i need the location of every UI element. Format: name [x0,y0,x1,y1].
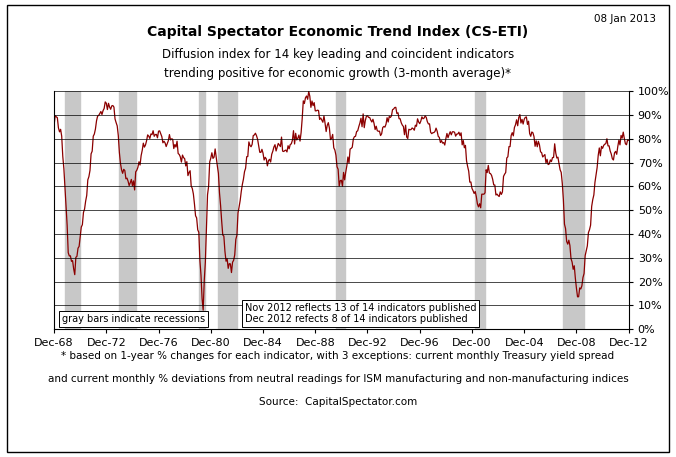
Text: trending positive for economic growth (3-month average)*: trending positive for economic growth (3… [164,67,512,80]
Text: 08 Jan 2013: 08 Jan 2013 [594,14,656,24]
Text: Capital Spectator Economic Trend Index (CS-ETI): Capital Spectator Economic Trend Index (… [147,25,529,39]
Bar [336,91,345,329]
Bar [475,91,485,329]
Bar [563,91,584,329]
Text: and current monthly % deviations from neutral readings for ISM manufacturing and: and current monthly % deviations from ne… [47,374,629,384]
Bar [65,91,80,329]
Bar [120,91,136,329]
Text: * based on 1-year % changes for each indicator, with 3 exceptions: current month: * based on 1-year % changes for each ind… [62,351,614,361]
Text: Nov 2012 reflects 13 of 14 indicators published
Dec 2012 refects 8 of 14 indicat: Nov 2012 reflects 13 of 14 indicators pu… [245,303,476,324]
Text: Source:  CapitalSpectator.com: Source: CapitalSpectator.com [259,397,417,407]
Bar [199,91,206,329]
Text: gray bars indicate recessions: gray bars indicate recessions [62,314,205,324]
Bar [218,91,237,329]
Text: Diffusion index for 14 key leading and coincident indicators: Diffusion index for 14 key leading and c… [162,48,514,61]
